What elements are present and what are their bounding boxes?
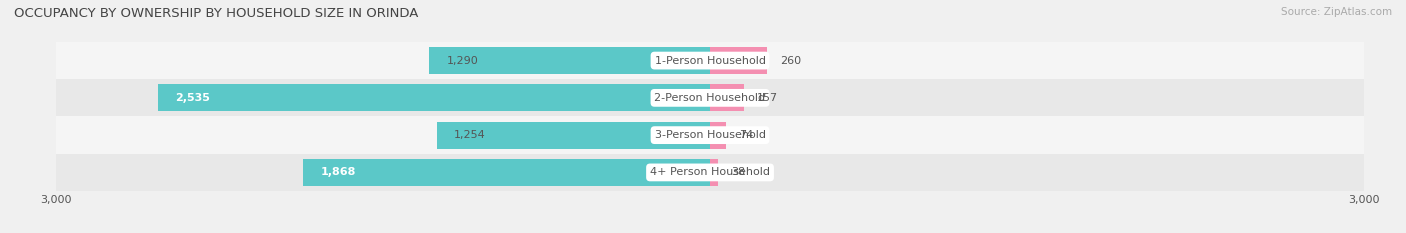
Bar: [710, 84, 744, 111]
Text: 38: 38: [731, 168, 745, 177]
Bar: [56, 79, 1364, 116]
Text: 4+ Person Household: 4+ Person Household: [650, 168, 770, 177]
Text: 74: 74: [740, 130, 754, 140]
Bar: [710, 47, 766, 74]
Bar: [56, 116, 1364, 154]
Bar: [56, 42, 1364, 79]
Bar: [56, 154, 1364, 191]
Bar: [437, 122, 710, 149]
Bar: [157, 84, 710, 111]
Text: 2-Person Household: 2-Person Household: [654, 93, 766, 103]
Text: 157: 157: [758, 93, 779, 103]
Text: OCCUPANCY BY OWNERSHIP BY HOUSEHOLD SIZE IN ORINDA: OCCUPANCY BY OWNERSHIP BY HOUSEHOLD SIZE…: [14, 7, 419, 20]
Text: Source: ZipAtlas.com: Source: ZipAtlas.com: [1281, 7, 1392, 17]
Text: 1,254: 1,254: [454, 130, 486, 140]
Text: 3-Person Household: 3-Person Household: [655, 130, 765, 140]
Bar: [710, 159, 718, 186]
Text: 1-Person Household: 1-Person Household: [655, 56, 765, 65]
Text: 2,535: 2,535: [174, 93, 209, 103]
Bar: [302, 159, 710, 186]
Bar: [710, 122, 725, 149]
Text: 1,868: 1,868: [321, 168, 356, 177]
Text: 1,290: 1,290: [446, 56, 478, 65]
Text: 260: 260: [780, 56, 801, 65]
Bar: [429, 47, 710, 74]
